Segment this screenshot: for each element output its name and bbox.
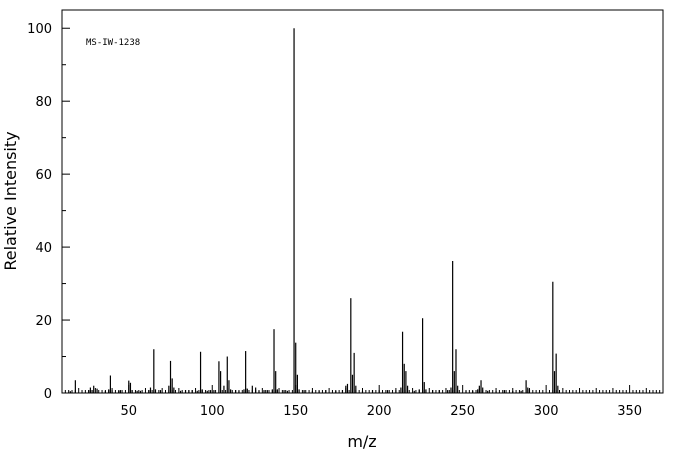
y-tick-label: 20 bbox=[35, 314, 52, 329]
y-tick-label: 60 bbox=[35, 168, 52, 183]
x-tick-label: 100 bbox=[200, 404, 225, 419]
x-tick-label: 50 bbox=[121, 404, 138, 419]
peak-sticks bbox=[69, 28, 559, 393]
tick-labels: 50 100 150 200 250 300 350 0 20 40 60 80 100 bbox=[27, 22, 642, 419]
y-tick-label: 100 bbox=[27, 22, 52, 37]
plot-frame bbox=[61, 9, 664, 394]
x-axis-title: m/z bbox=[347, 432, 376, 451]
tick-marks bbox=[62, 27, 664, 394]
y-tick-label: 40 bbox=[35, 241, 52, 256]
y-tick-label: 0 bbox=[44, 387, 52, 402]
x-tick-label: 250 bbox=[450, 404, 475, 419]
y-tick-label: 80 bbox=[35, 95, 52, 110]
x-tick-label: 350 bbox=[617, 404, 642, 419]
spectrum-annotation: MS-IW-1238 bbox=[86, 38, 140, 48]
x-tick-label: 300 bbox=[534, 404, 559, 419]
y-axis-title: Relative Intensity bbox=[1, 131, 20, 270]
x-tick-label: 150 bbox=[283, 404, 308, 419]
x-tick-label: 200 bbox=[367, 404, 392, 419]
